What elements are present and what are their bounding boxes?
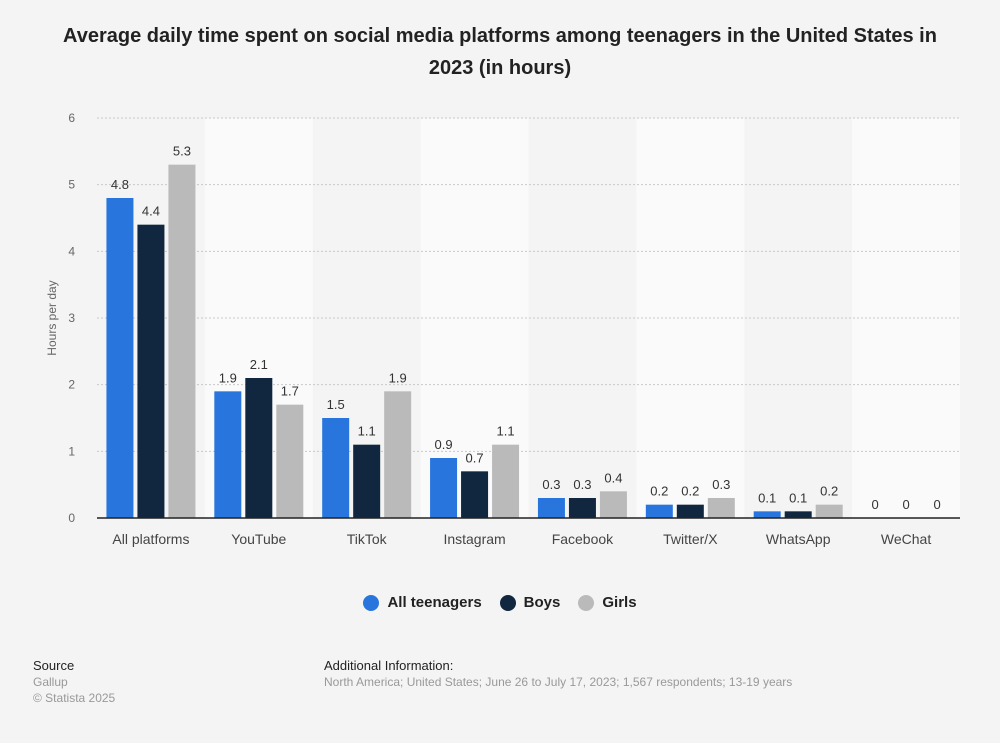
- data-label: 0.1: [789, 490, 807, 505]
- legend-label: All teenagers: [387, 594, 482, 611]
- data-label: 0.2: [681, 484, 699, 499]
- x-tick-label: All platforms: [112, 531, 189, 547]
- bar: [492, 444, 520, 518]
- data-label: 2.1: [250, 357, 268, 372]
- additional-info-block: Additional Information: North America; U…: [324, 658, 792, 690]
- bar: [137, 224, 165, 518]
- data-label: 1.9: [389, 370, 407, 385]
- bar: [599, 491, 627, 518]
- data-label: 0.1: [758, 490, 776, 505]
- data-label: 0.7: [466, 450, 484, 465]
- bar: [815, 504, 843, 518]
- x-tick-label: WhatsApp: [766, 531, 831, 547]
- y-tick-label: 3: [68, 311, 75, 325]
- x-tick-label: TikTok: [347, 531, 388, 547]
- legend: All teenagers Boys Girls: [0, 594, 1000, 611]
- bar: [430, 458, 458, 518]
- bar: [168, 164, 196, 518]
- x-tick-label: WeChat: [881, 531, 931, 547]
- data-label: 0.3: [542, 477, 560, 492]
- data-label: 0.4: [604, 470, 622, 485]
- bar: [245, 378, 273, 518]
- y-tick-label: 6: [68, 111, 75, 125]
- legend-label: Boys: [523, 594, 561, 611]
- source-link[interactable]: Gallup: [33, 675, 68, 689]
- data-label: 0.2: [650, 484, 668, 499]
- bar: [784, 511, 812, 518]
- bar: [568, 498, 596, 518]
- bar: [276, 404, 304, 518]
- y-tick-label: 1: [68, 444, 75, 458]
- data-label: 1.7: [281, 384, 299, 399]
- data-label: 4.4: [142, 204, 160, 219]
- additional-info-text: North America; United States; June 26 to…: [324, 675, 793, 689]
- data-label: 0.3: [573, 477, 591, 492]
- data-label: 5.3: [173, 144, 191, 159]
- legend-swatch: [578, 594, 595, 611]
- bar: [106, 198, 134, 518]
- bar: [537, 498, 565, 518]
- data-label: 0: [902, 497, 909, 512]
- copyright: © Statista 2025: [33, 691, 116, 705]
- y-tick-label: 2: [68, 378, 75, 392]
- bar: [707, 498, 735, 518]
- data-label: 1.1: [358, 424, 376, 439]
- chart-title: Average daily time spent on social media…: [63, 25, 937, 79]
- legend-item-boys[interactable]: Boys: [499, 594, 561, 611]
- x-tick-label: Instagram: [443, 531, 505, 547]
- additional-info-label: Additional Information:: [324, 658, 454, 673]
- legend-swatch: [363, 594, 380, 611]
- bar: [214, 391, 242, 518]
- legend-item-all-teenagers[interactable]: All teenagers: [363, 594, 482, 611]
- y-axis-label: Hours per day: [45, 280, 59, 355]
- x-tick-label: Twitter/X: [663, 531, 718, 547]
- y-tick-label: 5: [68, 178, 75, 192]
- x-tick-label: Facebook: [552, 531, 614, 547]
- source-label: Source: [33, 658, 75, 673]
- bar: [753, 511, 781, 518]
- bar: [461, 471, 489, 518]
- x-tick-label: YouTube: [231, 531, 286, 547]
- bar: [676, 504, 704, 518]
- data-label: 1.5: [327, 397, 345, 412]
- legend-label: Girls: [602, 594, 637, 611]
- bar: [645, 504, 673, 518]
- data-label: 4.8: [111, 177, 129, 192]
- bar: [322, 418, 350, 518]
- legend-swatch: [499, 594, 516, 611]
- data-label: 1.9: [219, 370, 237, 385]
- bar: [353, 444, 381, 518]
- y-tick-label: 4: [68, 244, 75, 258]
- data-label: 0.3: [712, 477, 730, 492]
- legend-item-girls[interactable]: Girls: [578, 594, 637, 611]
- data-label: 0.2: [820, 484, 838, 499]
- data-label: 0: [933, 497, 940, 512]
- source-block: Source Gallup © Statista 2025: [33, 658, 115, 706]
- bar: [384, 391, 412, 518]
- y-tick-label: 0: [68, 511, 75, 525]
- data-label: 0: [871, 497, 878, 512]
- data-label: 0.9: [435, 437, 453, 452]
- data-label: 1.1: [497, 424, 515, 439]
